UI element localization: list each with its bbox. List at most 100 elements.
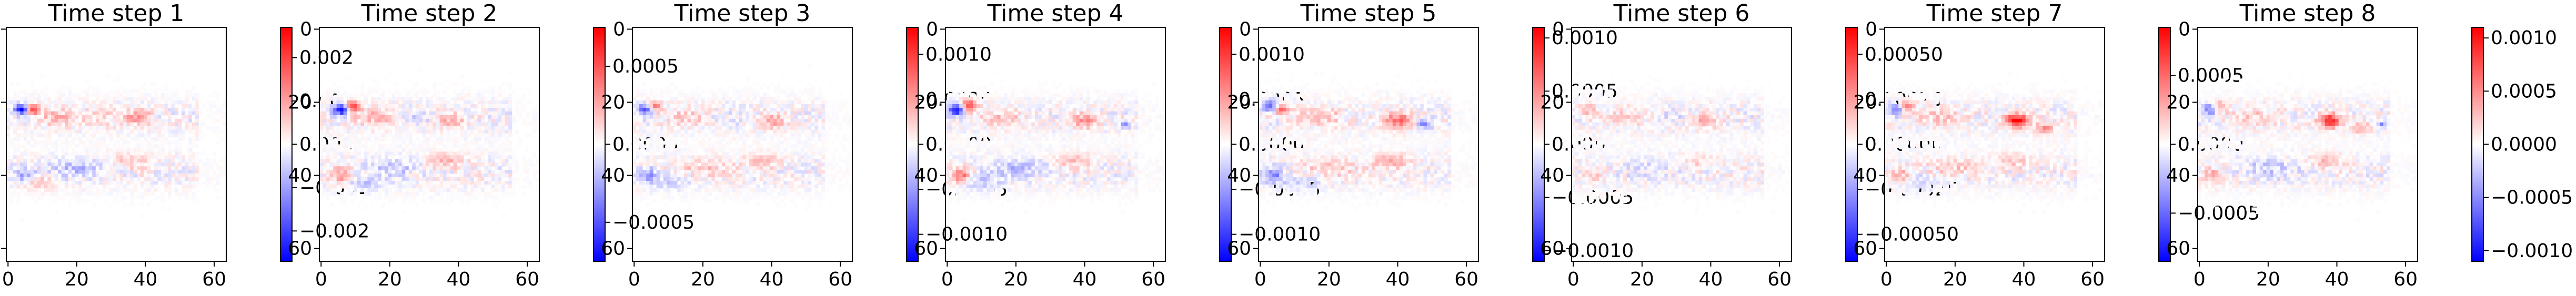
heatmap-cell — [708, 129, 712, 134]
heatmap-cell — [326, 104, 330, 108]
heatmap-cell — [44, 93, 48, 97]
heatmap-cell — [119, 129, 124, 134]
heatmap-cell — [501, 100, 506, 105]
heatmap-cell — [99, 181, 103, 185]
heatmap-cell — [160, 93, 165, 97]
heatmap-cell — [140, 162, 144, 167]
heatmap-cell — [536, 115, 540, 119]
heatmap-cell — [660, 133, 664, 138]
heatmap-cell — [501, 129, 506, 134]
heatmap-cell — [783, 107, 788, 112]
heatmap-cell — [670, 115, 674, 119]
heatmap-cell — [357, 144, 361, 149]
heatmap-cell — [780, 148, 784, 152]
heatmap-cell — [343, 100, 347, 105]
heatmap-cell — [735, 195, 740, 200]
heatmap-cell — [78, 166, 83, 170]
heatmap-cell — [350, 111, 354, 116]
heatmap-cell — [426, 166, 430, 170]
heatmap-cell — [439, 166, 444, 170]
heatmap-cell — [16, 115, 21, 119]
heatmap-cell — [667, 122, 671, 127]
heatmap-cell — [663, 188, 667, 192]
heatmap-cell — [436, 155, 440, 159]
heatmap-cell — [319, 118, 324, 123]
heatmap-cell — [457, 166, 461, 170]
heatmap-cell — [632, 162, 637, 167]
heatmap-cell — [715, 93, 719, 97]
heatmap-cell — [205, 173, 209, 178]
heatmap-cell — [808, 107, 812, 112]
heatmap-cell — [137, 177, 141, 181]
heatmap-cell — [23, 100, 27, 105]
heatmap-cell — [212, 93, 217, 97]
heatmap-cell — [777, 177, 781, 181]
heatmap-cell — [484, 97, 488, 101]
heatmap-cell — [429, 151, 434, 156]
heatmap-cell — [34, 151, 38, 156]
heatmap-cell — [491, 188, 495, 192]
heatmap-cell — [508, 82, 512, 86]
heatmap-cell — [718, 104, 722, 108]
heatmap-cell — [364, 129, 368, 134]
heatmap-cell — [488, 126, 492, 130]
heatmap-cell — [378, 144, 382, 149]
heatmap-cell — [766, 148, 770, 152]
heatmap-cell — [212, 111, 217, 116]
heatmap-cell — [426, 148, 430, 152]
heatmap-cell — [133, 148, 137, 152]
heatmap-cell — [691, 111, 695, 116]
heatmap-cell — [99, 162, 103, 167]
heatmap-cell — [683, 173, 688, 178]
heatmap-cell — [319, 148, 324, 152]
heatmap-cell — [329, 140, 334, 145]
heatmap-cell — [388, 144, 392, 149]
heatmap-cell — [742, 170, 747, 174]
heatmap-cell — [849, 151, 853, 156]
heatmap-cell — [436, 151, 440, 156]
heatmap-cell — [801, 104, 805, 108]
heatmap-cell — [374, 104, 378, 108]
heatmap-cell — [739, 100, 743, 105]
heatmap-cell — [653, 162, 657, 167]
heatmap-cell — [529, 122, 533, 127]
heatmap-cell — [639, 104, 643, 108]
heatmap-cell — [374, 191, 378, 196]
heatmap-cell — [467, 144, 471, 149]
heatmap-cell — [140, 159, 144, 163]
heatmap-cell — [660, 93, 664, 97]
heatmap-cell — [16, 166, 21, 170]
heatmap-cell — [739, 126, 743, 130]
heatmap-cell — [137, 166, 141, 170]
heatmap-cell — [498, 177, 502, 181]
heatmap-cell — [780, 126, 784, 130]
heatmap-cell — [175, 170, 179, 174]
heatmap-cell — [804, 140, 808, 145]
heatmap-cell — [511, 155, 516, 159]
heatmap-cell — [350, 166, 354, 170]
heatmap-cell — [157, 122, 162, 127]
heatmap-cell — [725, 166, 729, 170]
heatmap-cell — [515, 129, 519, 134]
heatmap-cell — [453, 115, 457, 119]
heatmap-cell — [385, 195, 389, 200]
heatmap-cell — [37, 166, 41, 170]
heatmap-cell — [374, 133, 378, 138]
heatmap-cell — [137, 104, 141, 108]
heatmap-cell — [766, 151, 770, 156]
heatmap-cell — [99, 155, 103, 159]
heatmap-cell — [508, 140, 512, 145]
heatmap-cell — [811, 159, 815, 163]
heatmap-cell — [99, 104, 103, 108]
heatmap-cell — [85, 115, 89, 119]
heatmap-cell — [770, 177, 774, 181]
heatmap-cell — [68, 151, 72, 156]
heatmap-cell — [116, 170, 120, 174]
heatmap-cell — [319, 115, 324, 119]
heatmap-cell — [749, 155, 753, 159]
heatmap-cell — [705, 133, 709, 138]
heatmap-cell — [357, 93, 361, 97]
heatmap-cell — [95, 97, 99, 101]
heatmap-cell — [82, 133, 86, 138]
heatmap-cell — [119, 97, 124, 101]
